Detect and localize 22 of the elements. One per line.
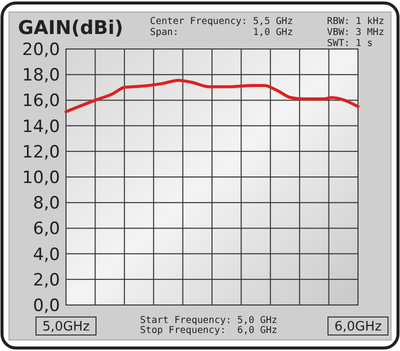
- text: Stop Frequency: 6,0 GHz: [140, 325, 278, 336]
- line-series: [64, 78, 360, 114]
- y-tick-label: 8,0: [32, 194, 60, 214]
- y-tick-label: 10,0: [22, 168, 60, 188]
- text: VBW: 3 MHz: [327, 27, 384, 38]
- y-tick-label: 14,0: [22, 116, 60, 137]
- x-tick-label: 6,0GHz: [334, 320, 382, 335]
- y-tick-label: 2,0: [32, 270, 60, 290]
- y-tick-label: 6,0: [32, 219, 60, 240]
- y-tick-label: 18,0: [22, 66, 60, 86]
- text: Center Frequency: 5,5 GHz: [150, 16, 293, 27]
- y-tick-label: 16,0: [22, 91, 60, 112]
- y-tick-label: 20,0: [22, 40, 60, 60]
- y-axis-title: GAIN(dBi): [18, 17, 124, 39]
- text: RBW: 1 kHz: [327, 16, 384, 27]
- y-tick-label: 4,0: [32, 244, 60, 265]
- x-tick-label: 5,0GHz: [42, 320, 90, 335]
- y-tick-label: 0,0: [32, 296, 60, 316]
- y-tick-label: 12,0: [22, 142, 60, 162]
- text: Span: 1,0 GHz: [150, 27, 293, 38]
- text: SWT: 1 s: [327, 38, 373, 49]
- text: Start Frequency: 5,0 GHz: [140, 315, 278, 326]
